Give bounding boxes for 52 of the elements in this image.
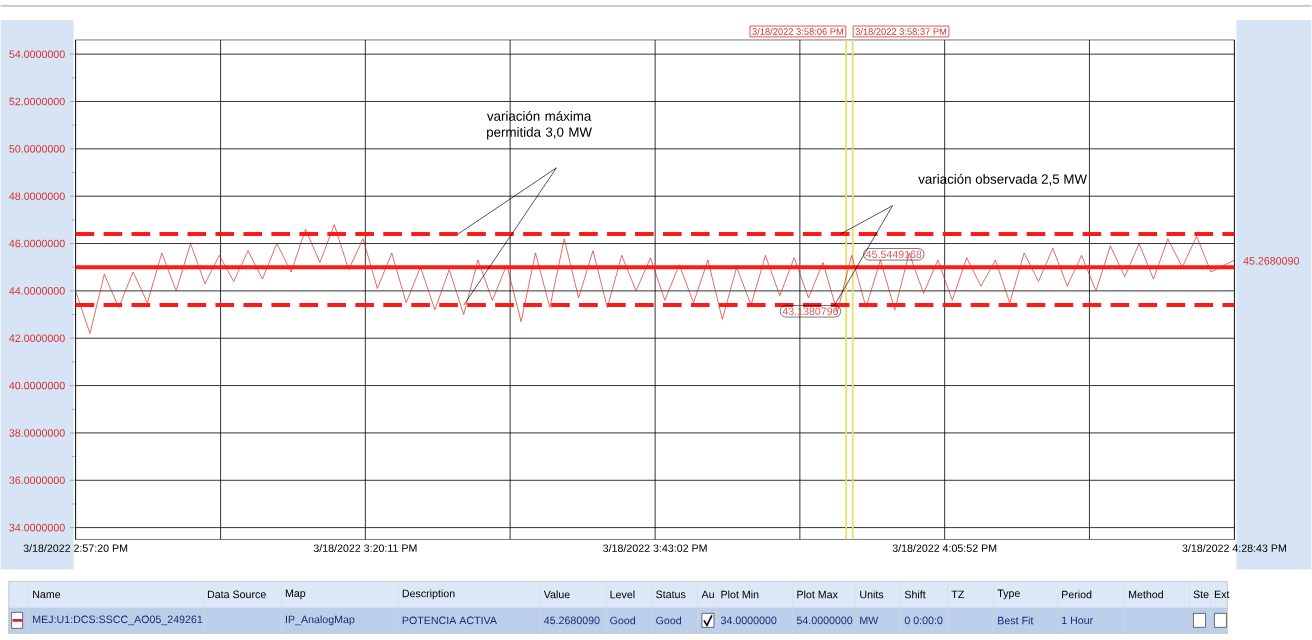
y-tick-label: 40.0000000: [9, 381, 65, 390]
x-tick-label: 3/18/2022 4:05:52 PM: [892, 543, 997, 552]
text: IP_AnalogMap: [285, 615, 355, 626]
y-tick-label: 46.0000000: [9, 239, 65, 248]
text: Shift: [904, 590, 926, 599]
annotation: 45.2680090: [1243, 256, 1299, 265]
legend-label: MEJ:U1:DCS:SSCC_AO05_249261: [33, 615, 203, 625]
text: 1 Hour: [1062, 616, 1093, 624]
y-tick-label: 42.0000000: [9, 334, 65, 342]
text: Status: [656, 590, 686, 598]
annotation: variación máxima permitida 3,0 MW: [486, 110, 592, 140]
y-tick-label: 44.0000000: [9, 286, 65, 295]
text: Period: [1062, 590, 1092, 599]
y-tick-label: 34.0000000: [9, 523, 65, 532]
text: 45.2680090: [543, 616, 600, 624]
text: Level: [610, 590, 635, 599]
text: Plot Max: [797, 590, 838, 599]
x-tick-label: 3/18/2022 3:43:02 PM: [603, 543, 707, 552]
text: TZ: [951, 590, 965, 598]
text: Description: [402, 589, 455, 600]
text: Map: [285, 589, 306, 599]
x-tick-label: 3/18/2022 4:28:43 PM: [1182, 543, 1286, 552]
ref-line-label: 3/18/2022 3:58:06 PM: [752, 27, 843, 35]
text: MW: [860, 616, 879, 624]
text: 34.0000000: [720, 616, 777, 624]
text: Ste: [1193, 590, 1209, 598]
ref-line-label: 3/18/2022 3:58:37 PM: [855, 27, 947, 35]
y-tick-label: 54.0000000: [9, 50, 65, 58]
text: Plot Min: [721, 590, 759, 599]
text: Units: [860, 590, 884, 599]
y-tick-label: 36.0000000: [9, 476, 65, 484]
text: Best Fit: [998, 616, 1034, 625]
y-tick-label: 38.0000000: [9, 428, 65, 437]
text: Good: [656, 616, 681, 625]
text: POTENCIA ACTIVA: [402, 616, 497, 624]
text: Good: [610, 616, 636, 625]
text: Data Source: [207, 590, 266, 598]
text: Au: [701, 590, 714, 598]
y-tick-label: 52.0000000: [9, 97, 65, 106]
text: 54.0000000: [796, 616, 853, 624]
text: Type: [997, 589, 1020, 599]
y-tick-label: 50.0000000: [9, 144, 65, 153]
x-tick-label: 3/18/2022 3:20:11 PM: [313, 543, 417, 552]
text: Name: [33, 590, 61, 598]
text: Value: [543, 590, 570, 599]
line-series: [75, 224, 1235, 334]
annotation: 45.5449168: [865, 250, 922, 258]
text: 0 0:00:0: [904, 616, 943, 624]
text: Method: [1129, 590, 1163, 599]
text: Ext: [1214, 590, 1230, 598]
x-tick-label: 3/18/2022 2:57:20 PM: [23, 543, 128, 552]
y-tick-label: 48.0000000: [9, 192, 65, 200]
